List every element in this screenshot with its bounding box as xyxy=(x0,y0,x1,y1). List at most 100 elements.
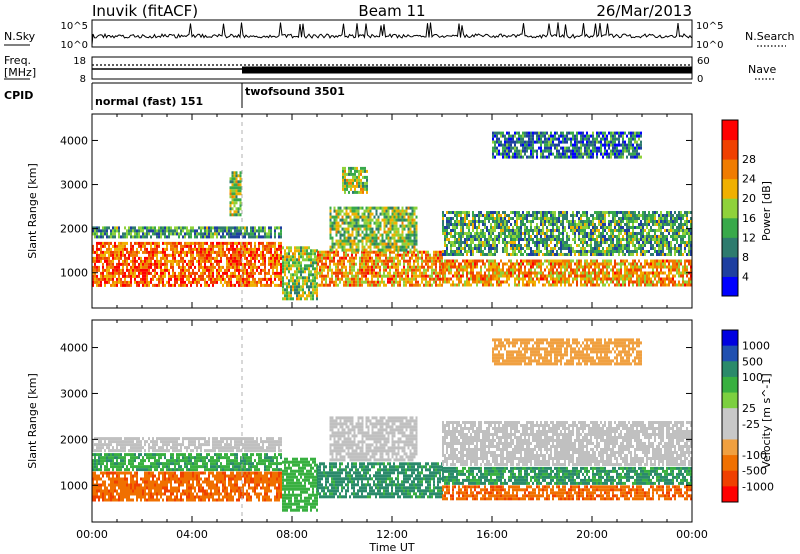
power-cell xyxy=(112,229,114,233)
power-cell xyxy=(360,178,362,182)
power-cell xyxy=(446,262,448,266)
power-cell xyxy=(534,262,536,266)
power-cell xyxy=(413,233,416,237)
power-cell xyxy=(490,232,492,235)
power-cell xyxy=(626,250,628,253)
power-cell xyxy=(316,273,318,277)
power-cell xyxy=(184,241,186,245)
power-cell xyxy=(684,268,686,272)
power-cell xyxy=(464,283,466,287)
power-cell xyxy=(592,226,594,229)
power-cell xyxy=(164,259,166,263)
power-cell xyxy=(114,256,116,260)
power-cell xyxy=(272,268,274,272)
power-cell xyxy=(578,235,580,238)
power-cell xyxy=(407,265,409,269)
power-cell xyxy=(562,253,564,256)
power-cell xyxy=(546,226,548,229)
power-cell xyxy=(596,238,598,241)
power-cell xyxy=(552,223,554,226)
power-cell xyxy=(546,229,548,232)
power-cell xyxy=(632,229,634,232)
power-cell xyxy=(508,241,510,244)
power-cell xyxy=(168,226,170,230)
power-cell xyxy=(397,239,400,243)
power-cell xyxy=(403,268,405,272)
power-cell xyxy=(423,271,425,275)
power-cell xyxy=(450,247,452,250)
power-cell xyxy=(188,235,190,239)
power-cell xyxy=(353,256,355,260)
power-cell xyxy=(492,229,494,232)
power-cell xyxy=(206,283,208,287)
power-cell xyxy=(405,224,408,228)
power-cell xyxy=(590,283,592,287)
power-cell xyxy=(339,239,342,243)
power-cell xyxy=(204,241,206,245)
power-cell xyxy=(405,212,408,216)
power-cell xyxy=(399,277,401,281)
power-cell xyxy=(314,276,316,280)
power-cell xyxy=(146,259,148,263)
power-cell xyxy=(302,276,304,280)
power-cell xyxy=(343,230,346,234)
power-cell xyxy=(298,264,300,268)
power-cell xyxy=(554,262,556,266)
power-cell xyxy=(220,280,222,284)
power-cell xyxy=(500,259,502,263)
power-cell xyxy=(407,224,410,228)
power-cell xyxy=(116,280,118,284)
power-cell xyxy=(356,169,358,173)
power-cell xyxy=(544,244,546,247)
power-cell xyxy=(266,241,268,245)
power-cell xyxy=(150,256,152,260)
power-cell xyxy=(102,244,104,248)
power-cell xyxy=(604,238,606,241)
power-cell xyxy=(622,283,624,287)
power-cell xyxy=(444,232,446,235)
power-cell xyxy=(260,280,262,284)
power-cell xyxy=(268,283,270,287)
power-cell xyxy=(172,232,174,236)
power-cell xyxy=(586,259,588,263)
power-cell xyxy=(294,249,296,253)
power-cell xyxy=(354,190,356,194)
power-cell xyxy=(468,283,470,287)
power-cell xyxy=(387,227,390,231)
power-cell xyxy=(118,280,120,284)
power-cell xyxy=(329,248,332,252)
power-cell xyxy=(413,230,416,234)
power-cell xyxy=(164,226,166,230)
power-cell xyxy=(548,280,550,284)
power-cell xyxy=(530,265,532,269)
power-cell xyxy=(94,235,96,239)
power-cell xyxy=(592,220,594,223)
power-cell xyxy=(411,265,413,269)
power-cell xyxy=(363,274,365,278)
power-cell xyxy=(520,250,522,253)
power-cell xyxy=(272,253,274,257)
power-cell xyxy=(674,283,676,287)
power-cell xyxy=(114,265,116,269)
power-cell xyxy=(158,241,160,245)
power-cell xyxy=(176,259,178,263)
power-cell xyxy=(552,232,554,235)
power-cell xyxy=(401,271,403,275)
power-cell xyxy=(186,262,188,266)
power-cell xyxy=(162,226,164,230)
power-cell xyxy=(391,259,393,263)
power-cell xyxy=(572,211,574,214)
power-cell xyxy=(363,224,366,228)
power-cell xyxy=(176,229,178,233)
power-cell xyxy=(608,223,610,226)
power-cell xyxy=(572,229,574,232)
power-cell xyxy=(634,238,636,241)
power-cell xyxy=(618,268,620,272)
power-cell xyxy=(411,233,414,237)
power-cell xyxy=(562,211,564,214)
power-cell xyxy=(395,218,398,222)
power-cell xyxy=(379,274,381,278)
power-cell xyxy=(431,259,433,263)
power-cell xyxy=(140,235,142,239)
power-cell xyxy=(178,232,180,236)
